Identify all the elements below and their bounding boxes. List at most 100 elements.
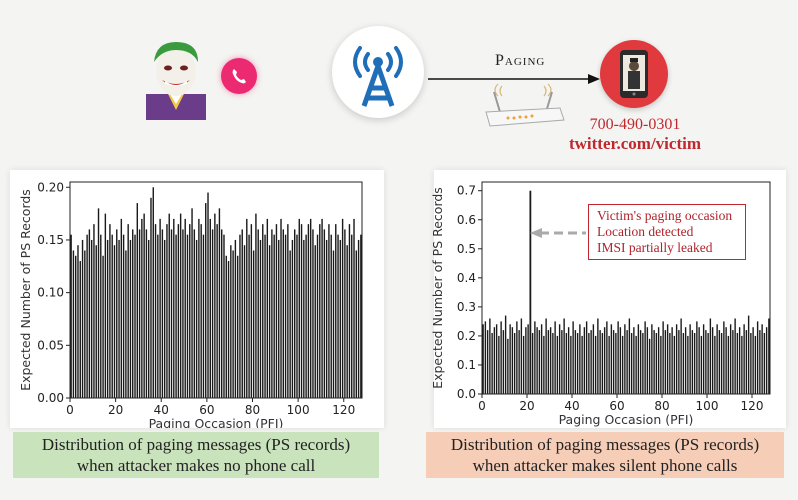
bar [202,234,205,398]
bar [241,229,243,398]
phone-call-icon [221,58,257,94]
bar [610,324,613,394]
bar [141,218,143,398]
left-bar-chart: 0 20 40 60 80 100 120 0.00 0.05 0.10 0.15 0.20 Pagin… [18,180,363,428]
bar [154,224,157,398]
bar [138,229,141,398]
bar [355,250,358,398]
bar [198,218,200,398]
bar [736,333,739,394]
bar [592,324,595,394]
bar [520,318,523,394]
bar [232,250,234,398]
bar [482,324,484,394]
annotation-arrow [530,224,588,238]
bar [522,335,525,394]
bar [500,321,502,394]
bar [716,324,718,394]
bar [486,330,489,394]
bar [657,327,660,394]
bar [583,327,586,394]
bar [136,203,139,398]
bar [538,330,541,394]
bar [296,234,298,398]
bar [691,330,694,394]
bar [113,245,116,398]
bar [307,224,310,398]
bar [351,234,353,398]
bar [743,324,745,394]
annotation-line-1: Victim's paging occasion [597,208,733,223]
bar [127,224,129,398]
bar [264,234,266,398]
bar [330,234,332,398]
bar [122,234,125,398]
bar [344,229,346,398]
bar [257,229,259,398]
bar [360,234,362,398]
bar [248,234,250,398]
bar [502,330,505,394]
bar [705,330,707,394]
bar [262,224,264,398]
bar [723,321,725,394]
bar [646,327,649,394]
bar [711,327,714,394]
bar [223,234,225,398]
bar [547,330,550,394]
x-tick-label: 80 [654,399,669,413]
bar [599,330,601,394]
bar [118,239,120,398]
bar [552,333,554,394]
bar [120,218,123,398]
bar [111,234,113,398]
y-tick-label: 0.6 [457,213,476,227]
bar [191,208,193,398]
bar [666,324,669,394]
bar [574,330,577,394]
bar [727,335,730,394]
bar [761,324,763,394]
x-axis-label: Paging Occasion (PFI) [559,412,694,427]
bar [177,224,180,398]
bar [325,239,328,398]
bar [173,218,175,398]
y-tick-label: 0.2 [457,329,476,343]
bar [655,333,658,394]
bar [696,321,698,394]
bar [309,218,312,398]
router-icon [478,82,568,130]
x-tick-label: 60 [199,403,214,417]
bar [621,335,624,394]
bar [266,218,269,398]
bar [328,224,330,398]
bar [252,250,255,398]
y-tick-label: 0.10 [37,286,64,300]
bar [97,208,100,398]
bar [612,330,615,394]
y-tick-label: 0.4 [457,271,476,285]
bar [698,327,700,394]
bar [644,321,646,394]
bar [129,239,132,398]
bar [545,318,547,394]
cell-tower-icon [332,26,424,118]
bar [339,239,342,398]
bar [346,245,348,398]
bar [493,327,496,394]
x-tick-label: 20 [519,399,534,413]
bar [284,234,287,398]
right-caption-line-1: Distribution of paging messages (PS reco… [450,435,760,454]
bar [576,333,579,394]
bar [680,318,682,394]
bar [687,335,689,394]
bar [608,335,610,394]
bar [95,245,97,398]
bar [353,218,355,398]
bar [166,224,168,398]
bar [79,261,81,398]
bar [563,318,565,394]
victim-twitter-handle: twitter.com/victim [568,134,701,153]
right-caption: Distribution of paging messages (PS reco… [426,432,784,478]
bar [314,245,316,398]
